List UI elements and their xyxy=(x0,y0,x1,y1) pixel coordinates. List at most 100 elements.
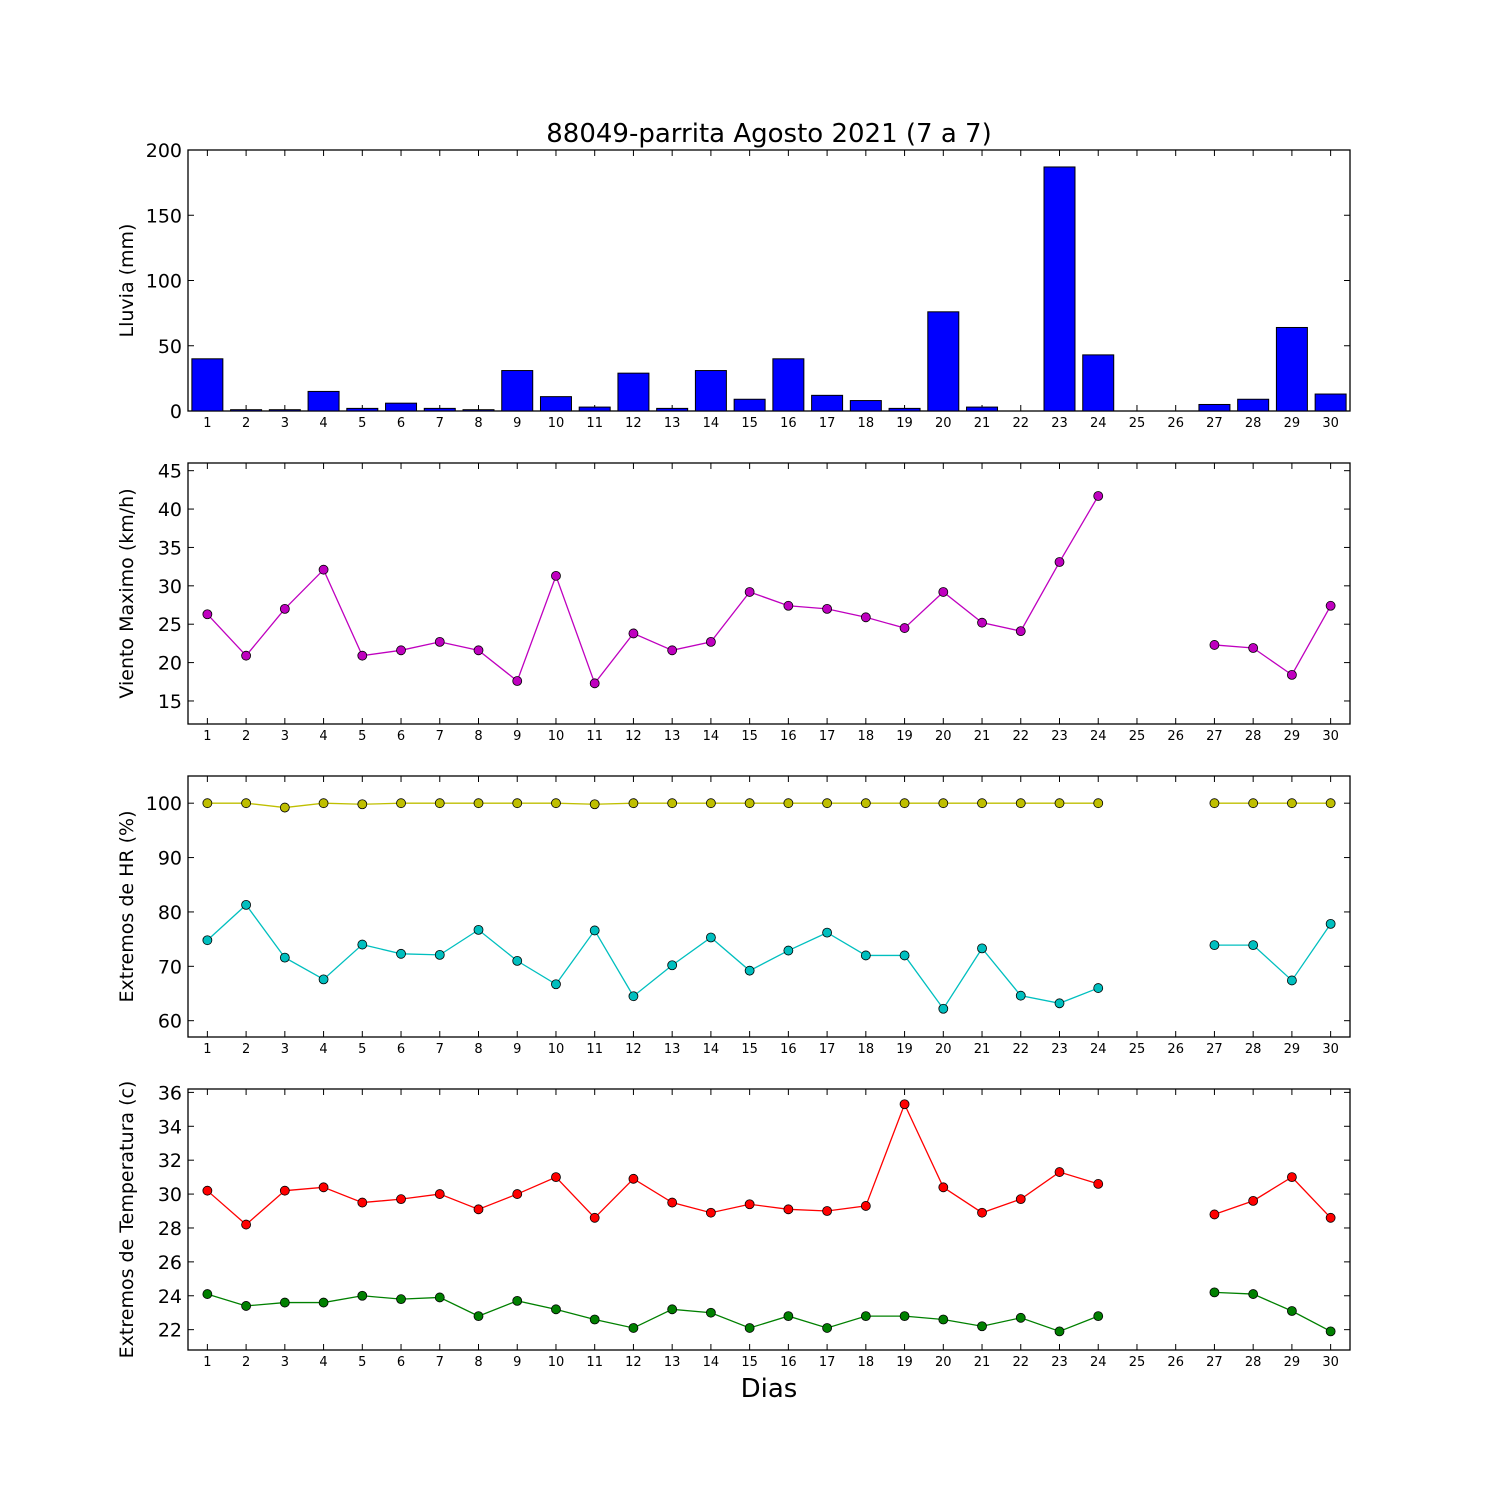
wind-ytick-label: 25 xyxy=(158,614,182,636)
rain-xtick-label: 6 xyxy=(397,416,405,431)
humidity-xtick-label: 3 xyxy=(281,1042,289,1057)
wind-series-0-point xyxy=(1054,557,1065,567)
rain-xtick-label: 8 xyxy=(474,416,482,431)
temperature-series-1-point xyxy=(473,1311,484,1322)
wind-xtick-label: 9 xyxy=(513,729,521,744)
temperature-series-0-point xyxy=(473,1204,484,1215)
rain-xtick-label: 3 xyxy=(281,416,289,431)
humidity-xtick-label: 21 xyxy=(974,1042,991,1057)
rain-xtick-label: 18 xyxy=(858,416,875,431)
wind-xtick-label: 17 xyxy=(819,729,836,744)
temperature-series-1-point xyxy=(822,1323,832,1333)
temperature-ytick-label: 32 xyxy=(158,1150,182,1172)
temperature-series-0-point xyxy=(512,1189,523,1199)
rain-xtick-label: 9 xyxy=(513,416,521,431)
temperature-series-0-point xyxy=(744,1199,755,1210)
humidity-xtick-label: 15 xyxy=(741,1042,758,1057)
wind-series-0-point xyxy=(1209,640,1220,650)
humidity-xtick-label: 17 xyxy=(819,1042,836,1057)
wind-series-0-point xyxy=(783,600,794,611)
temperature-series-1-point xyxy=(512,1295,523,1306)
rain-bar xyxy=(462,409,495,412)
rain-bar xyxy=(539,396,572,412)
rain-bar xyxy=(501,370,534,412)
humidity-series-1-point xyxy=(822,927,832,938)
wind-y-axis-label: Viento Maximo (km/h) xyxy=(116,488,138,698)
wind-ytick-label: 20 xyxy=(158,653,182,675)
rain-xtick-label: 30 xyxy=(1322,416,1339,431)
temperature-series-1-point xyxy=(706,1307,716,1318)
temperature-series-0-point xyxy=(589,1212,600,1223)
temperature-plot-frame xyxy=(187,1088,1351,1351)
temperature-series-0-point xyxy=(1054,1167,1065,1177)
wind-xtick-label: 3 xyxy=(281,729,289,744)
humidity-series-0-line xyxy=(207,802,1099,809)
temperature-xtick-label: 30 xyxy=(1322,1355,1339,1370)
rain-bar xyxy=(888,407,921,412)
temperature-series-0-point xyxy=(279,1185,290,1196)
temperature-series-0-point xyxy=(357,1197,368,1208)
wind-ytick-label: 30 xyxy=(158,576,182,598)
humidity-series-1-point xyxy=(318,974,329,985)
humidity-series-1-point xyxy=(1209,940,1220,951)
wind-series-0-point xyxy=(1287,669,1297,680)
wind-series-0-point xyxy=(1015,626,1026,637)
wind-xtick-label: 25 xyxy=(1129,729,1146,744)
wind-xtick-label: 23 xyxy=(1051,729,1068,744)
wind-series-0-point xyxy=(1325,600,1336,611)
humidity-series-1-point xyxy=(396,948,406,959)
wind-ytick-label: 15 xyxy=(158,691,182,713)
temperature-xtick-label: 20 xyxy=(935,1355,952,1370)
humidity-series-0-point xyxy=(860,798,871,809)
wind-series-0-line xyxy=(206,495,1099,685)
rain-xtick-label: 14 xyxy=(703,416,720,431)
humidity-series-1-point xyxy=(202,935,213,946)
humidity-xtick-label: 27 xyxy=(1206,1042,1223,1057)
temperature-xtick-label: 24 xyxy=(1090,1355,1107,1370)
temperature-series-1-point xyxy=(899,1311,910,1322)
wind-series-0-point xyxy=(899,623,910,633)
rain-bar xyxy=(578,406,611,412)
humidity-series-1-point xyxy=(473,924,484,935)
rain-xtick-label: 15 xyxy=(741,416,758,431)
rain-bar xyxy=(849,400,882,412)
humidity-xtick-label: 29 xyxy=(1284,1042,1301,1057)
humidity-xtick-label: 9 xyxy=(513,1042,521,1057)
humidity-ytick-label: 60 xyxy=(158,1011,182,1033)
humidity-series-0-point xyxy=(357,799,368,810)
rain-bar xyxy=(966,406,999,412)
temperature-xtick-label: 1 xyxy=(203,1355,211,1370)
rain-ytick-label: 50 xyxy=(158,336,182,358)
temperature-xtick-label: 14 xyxy=(703,1355,720,1370)
rain-bar xyxy=(230,409,263,412)
temperature-series-1-point xyxy=(357,1290,368,1301)
humidity-series-0-point xyxy=(473,798,484,809)
wind-xtick-label: 14 xyxy=(703,729,720,744)
rain-bar xyxy=(346,407,379,412)
humidity-series-1-point xyxy=(628,991,639,1002)
humidity-series-1-point xyxy=(241,899,252,910)
temperature-ytick-label: 30 xyxy=(158,1184,182,1206)
rain-bar xyxy=(772,358,805,412)
temperature-series-0-point xyxy=(899,1099,910,1110)
temperature-y-axis-label: Extremos de Temperatura (c) xyxy=(116,1081,138,1359)
humidity-xtick-label: 14 xyxy=(703,1042,720,1057)
rain-bar xyxy=(927,311,960,412)
temperature-ytick-label: 28 xyxy=(158,1218,182,1240)
rain-xtick-label: 7 xyxy=(436,416,444,431)
temperature-series-0-point xyxy=(318,1182,329,1193)
humidity-series-0-point xyxy=(1287,798,1297,809)
wind-xtick-label: 18 xyxy=(858,729,875,744)
temperature-series-1-line xyxy=(1214,1291,1331,1332)
wind-series-0-point xyxy=(279,603,290,614)
humidity-series-0-point xyxy=(589,799,600,810)
rain-bar xyxy=(191,358,224,412)
temperature-xtick-label: 27 xyxy=(1206,1355,1223,1370)
wind-xtick-label: 15 xyxy=(741,729,758,744)
wind-series-0-point xyxy=(589,678,600,689)
rain-xtick-label: 28 xyxy=(1245,416,1262,431)
humidity-series-0-point xyxy=(1248,798,1259,809)
